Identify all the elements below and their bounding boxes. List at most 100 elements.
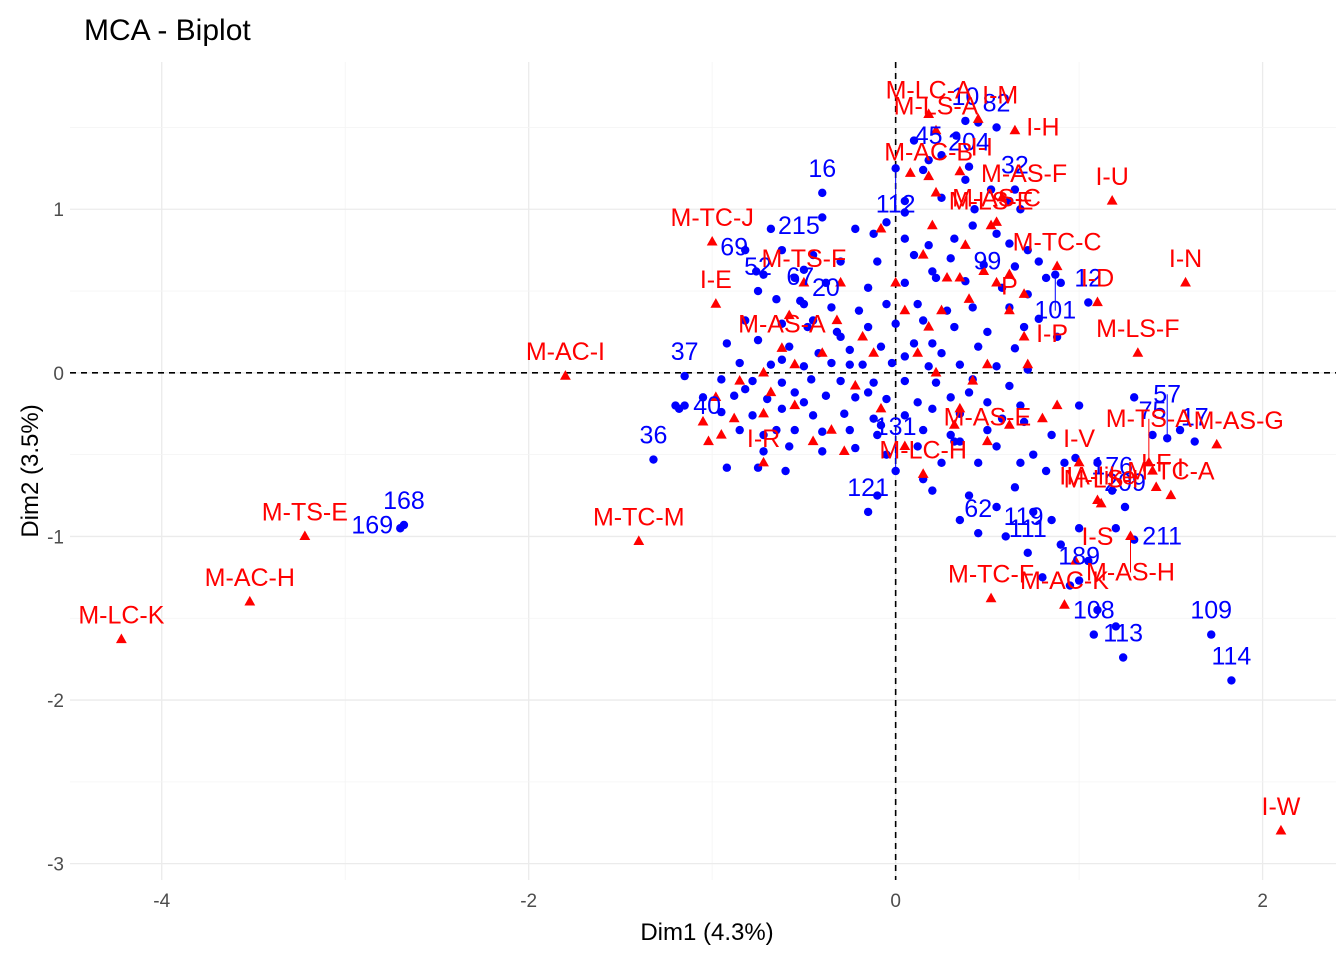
individual-point-labeled: [1190, 437, 1199, 446]
y-tick-label: -1: [47, 527, 64, 548]
variable-label: I-F: [1141, 449, 1172, 477]
individual-point: [873, 430, 882, 440]
variable-point-labeled: [1132, 347, 1144, 357]
individual-point: [1016, 205, 1025, 214]
individual-label: 211: [1142, 523, 1182, 551]
individual-point: [950, 322, 959, 332]
variable-point: [816, 347, 828, 357]
individual-point: [882, 299, 891, 309]
individual-point: [909, 250, 919, 260]
variable-point-labeled: [996, 191, 1008, 202]
variable-label: M-TC-J: [671, 204, 754, 232]
variable-label: M-LC-K: [78, 602, 164, 630]
variable-point: [1037, 412, 1048, 423]
individual-point: [785, 342, 794, 351]
individual-point: [900, 376, 910, 386]
individual-point: [900, 278, 910, 288]
individual-point: [766, 360, 776, 369]
individual-point: [1034, 314, 1043, 324]
individual-point: [851, 224, 860, 234]
variable-labels: M-LC-A I-M I-H M-LS-A I-I M-LS-E M-AC-B M-AS-F I…: [78, 76, 1300, 821]
individual-point: [753, 335, 763, 345]
individual-point: [986, 185, 996, 194]
individual-label: 99: [974, 248, 1002, 276]
individual-label: 189: [1058, 543, 1100, 571]
individual-point-labeled: [799, 265, 809, 274]
individual-point: [992, 502, 1001, 512]
individual-point: [808, 250, 818, 260]
x-tick-label: 2: [1257, 891, 1268, 912]
individual-point-labeled: [752, 267, 761, 276]
variable-point: [826, 424, 837, 434]
individual-point: [759, 430, 768, 440]
variable-point: [875, 402, 887, 413]
variable-point: [936, 304, 947, 315]
x-axis-title: Dim1 (4.3%): [640, 919, 773, 946]
individual-point: [950, 234, 959, 243]
variable-point-labeled: [706, 235, 718, 246]
individual-label: 10: [951, 83, 979, 111]
individual-point: [851, 443, 860, 453]
variable-label: M-AS-G: [1194, 407, 1284, 435]
variable-label: M-TC-A: [1127, 458, 1215, 486]
individual-point: [1056, 540, 1065, 549]
individual-point: [992, 362, 1001, 371]
variable-point-labeled: [1095, 497, 1107, 508]
individual-point: [763, 394, 772, 404]
individual-point: [1111, 622, 1121, 631]
variable-point: [941, 271, 953, 282]
variable-point-labeled: [1059, 599, 1070, 609]
variable-label: M-AS-A: [738, 310, 826, 338]
variable-label: M-AS-E: [944, 404, 1032, 432]
variable-label: M-LC-A: [886, 76, 972, 104]
variable-label: M-AC-B: [884, 139, 973, 167]
variable-point: [703, 435, 714, 446]
individual-point-labeled: [1074, 576, 1084, 585]
individual-point: [1034, 257, 1043, 266]
individual-point: [1084, 556, 1093, 566]
individual-point: [1010, 344, 1020, 353]
individual-point: [1019, 417, 1029, 427]
variable-point: [904, 167, 916, 177]
individual-point: [900, 411, 910, 420]
variable-point-labeled: [1125, 530, 1136, 541]
variable-point-labeled: [917, 468, 929, 478]
variable-label: M-AC-K: [1020, 567, 1109, 595]
individual-point: [1029, 450, 1038, 459]
variable-point: [710, 391, 722, 401]
individual-point: [1175, 425, 1185, 435]
individual-point: [900, 208, 910, 217]
individual-point: [1041, 466, 1051, 476]
individual-point: [845, 425, 854, 435]
individual-point: [1129, 393, 1139, 402]
variable-point: [981, 358, 993, 369]
individual-point: [741, 316, 750, 325]
individual-label: 32: [1001, 152, 1029, 180]
variable-point: [1004, 419, 1015, 429]
variable-label: IIA-like: [1059, 462, 1135, 490]
variable-point: [1051, 399, 1063, 410]
individual-label: 36: [640, 422, 668, 450]
variable-point-labeled: [1009, 124, 1021, 135]
individual-point: [946, 254, 955, 263]
variable-point: [758, 366, 769, 377]
individual-label: 176: [1091, 453, 1133, 481]
individual-point-labeled: [649, 455, 658, 464]
variable-point-labeled: [985, 219, 997, 230]
individual-point: [863, 322, 873, 332]
variable-label: M-LS-E: [949, 188, 1034, 216]
individual-point: [913, 299, 922, 309]
individual-point: [876, 420, 886, 430]
individual-point: [873, 257, 882, 266]
variable-point-labeled: [299, 530, 311, 541]
variable-point: [912, 347, 924, 357]
individual-point-labeled: [1089, 630, 1099, 639]
variable-point-labeled: [1211, 438, 1223, 449]
individual-label: 109: [1190, 597, 1232, 625]
variable-point: [963, 293, 975, 303]
individual-point: [873, 491, 882, 500]
individual-label: 69: [720, 233, 748, 261]
individual-point: [863, 283, 873, 292]
individual-point-labeled: [766, 224, 776, 234]
individual-point: [827, 358, 836, 368]
